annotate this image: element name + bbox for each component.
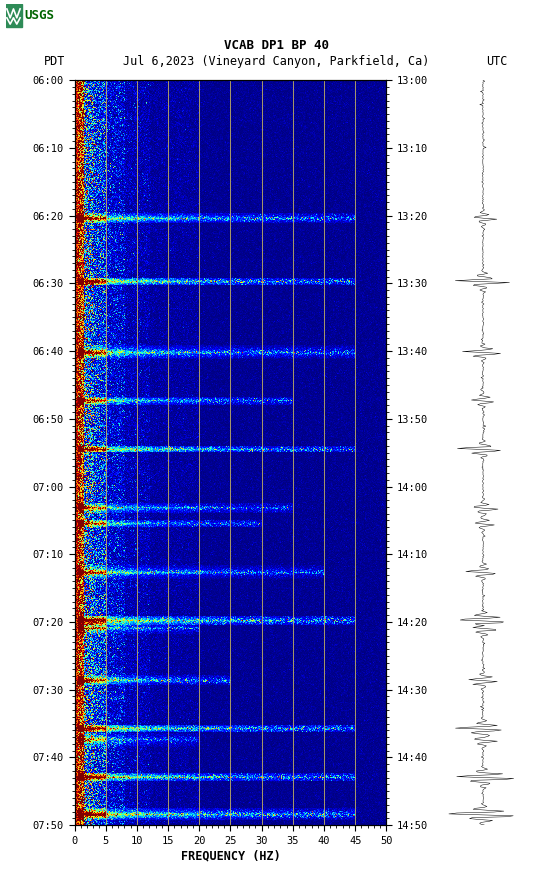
Text: Jul 6,2023 (Vineyard Canyon, Parkfield, Ca): Jul 6,2023 (Vineyard Canyon, Parkfield, … <box>123 54 429 68</box>
Text: USGS: USGS <box>24 9 54 22</box>
Text: PDT: PDT <box>44 54 66 68</box>
FancyBboxPatch shape <box>6 4 22 27</box>
Text: UTC: UTC <box>486 54 507 68</box>
Text: VCAB DP1 BP 40: VCAB DP1 BP 40 <box>224 39 328 53</box>
X-axis label: FREQUENCY (HZ): FREQUENCY (HZ) <box>181 850 280 863</box>
